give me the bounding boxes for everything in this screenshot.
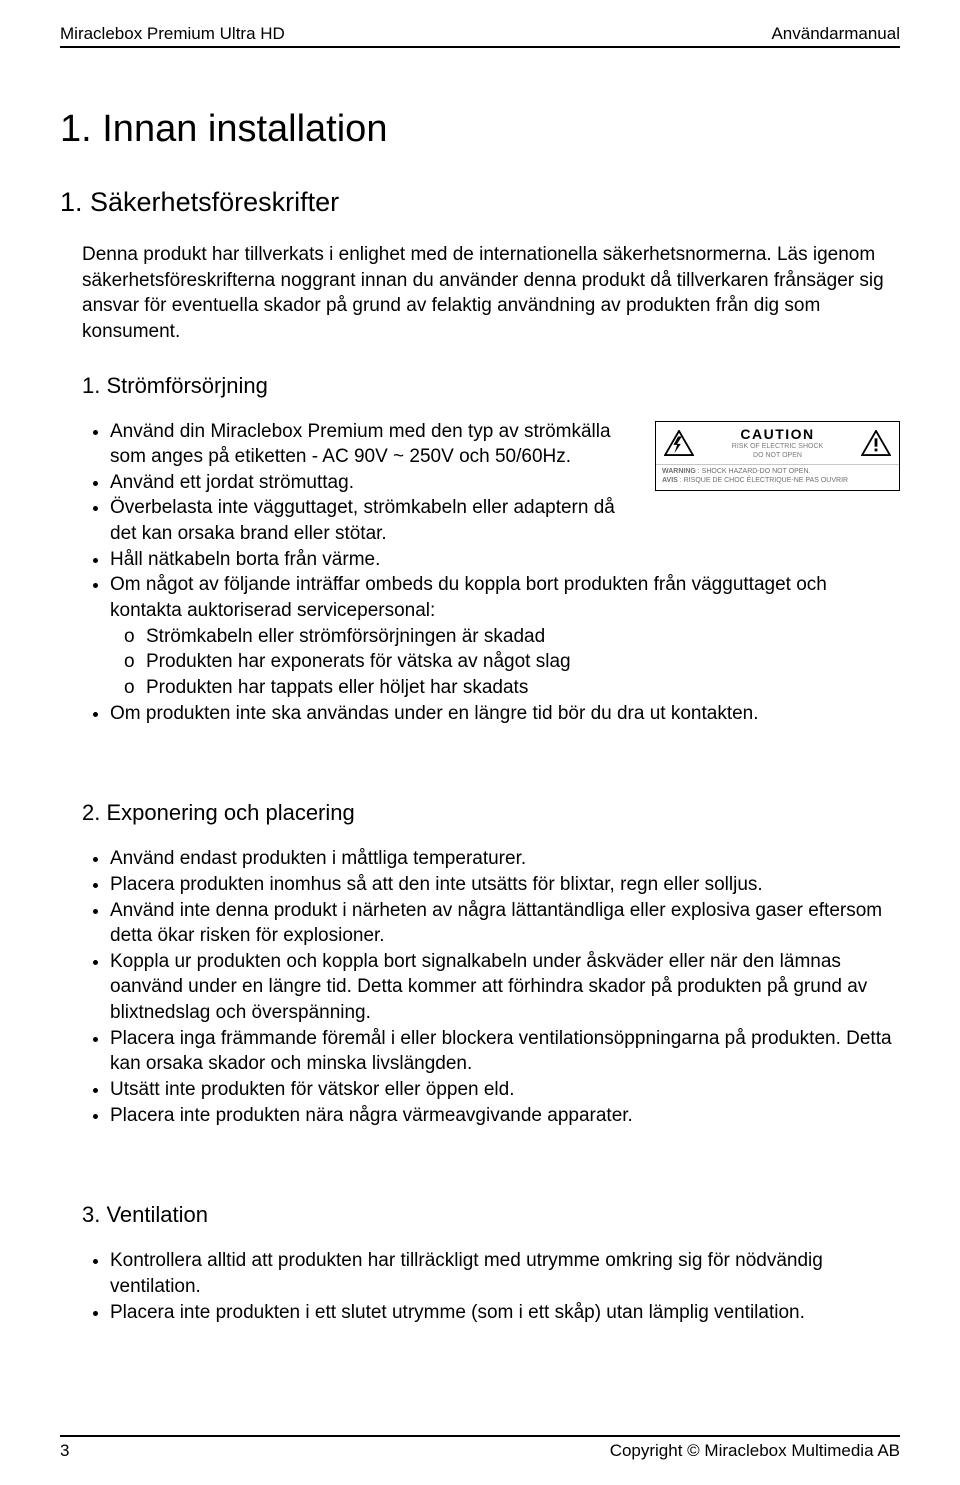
sub-list-item: Produkten har exponerats för vätska av n… [146, 649, 900, 675]
list-item: Använd endast produkten i måttliga tempe… [110, 846, 900, 872]
section-heading-safety: 1. Säkerhetsföreskrifter [60, 187, 900, 218]
caution-warning-fr: : RISQUE DE CHOC ÉLECTRIQUE-NE PAS OUVRI… [680, 477, 848, 484]
caution-warning-en: : SHOCK HAZARD-DO NOT OPEN. [698, 468, 811, 475]
list-item: Håll nätkabeln borta från värme. [110, 547, 900, 573]
subsection-heading-power: 1. Strömförsörjning [82, 373, 900, 399]
list-item: Om produkten inte ska användas under en … [110, 701, 900, 727]
page-title: 1. Innan installation [60, 108, 900, 151]
subsection-heading-exposure: 2. Exponering och placering [82, 800, 900, 826]
list-item: Koppla ur produkten och koppla bort sign… [110, 949, 900, 1026]
caution-sub1: RISK OF ELECTRIC SHOCK [694, 443, 861, 451]
exclamation-triangle-icon [861, 430, 891, 456]
caution-title: CAUTION [694, 426, 861, 442]
intro-paragraph: Denna produkt har tillverkats i enlighet… [82, 242, 900, 345]
list-item: Placera inte produkten nära några värmea… [110, 1103, 900, 1129]
page-number: 3 [60, 1441, 69, 1461]
list-item: Placera produkten inomhus så att den int… [110, 872, 900, 898]
subsection-heading-ventilation: 3. Ventilation [82, 1202, 900, 1228]
list-item: Placera inte produkten i ett slutet utry… [110, 1300, 900, 1326]
header-right: Användarmanual [771, 24, 900, 44]
list-item: Placera inga främmande föremål i eller b… [110, 1026, 900, 1077]
list-item: Om något av följande inträffar ombeds du… [110, 572, 900, 700]
footer-rule [60, 1435, 900, 1437]
list-item: Kontrollera alltid att produkten har til… [110, 1248, 900, 1299]
ventilation-bullet-list: Kontrollera alltid att produkten har til… [60, 1248, 900, 1325]
sub-list-item: Strömkabeln eller strömförsörjningen är … [146, 624, 900, 650]
list-item-text: Om något av följande inträffar ombeds du… [110, 574, 827, 621]
sub-list-item: Produkten har tappats eller höljet har s… [146, 675, 900, 701]
caution-sub2: DO NOT OPEN [694, 452, 861, 460]
list-item: Använd inte denna produkt i närheten av … [110, 898, 900, 949]
power-sub-list: Strömkabeln eller strömförsörjningen är … [110, 624, 900, 701]
list-item: Överbelasta inte vägguttaget, strömkabel… [110, 495, 900, 546]
list-item: Utsätt inte produkten för vätskor eller … [110, 1077, 900, 1103]
caution-label: CAUTION RISK OF ELECTRIC SHOCK DO NOT OP… [655, 421, 900, 492]
copyright: Copyright © Miraclebox Multimedia AB [610, 1441, 900, 1461]
header-rule [60, 46, 900, 48]
lightning-triangle-icon [664, 430, 694, 456]
header-left: Miraclebox Premium Ultra HD [60, 24, 285, 44]
exposure-bullet-list: Använd endast produkten i måttliga tempe… [60, 846, 900, 1128]
